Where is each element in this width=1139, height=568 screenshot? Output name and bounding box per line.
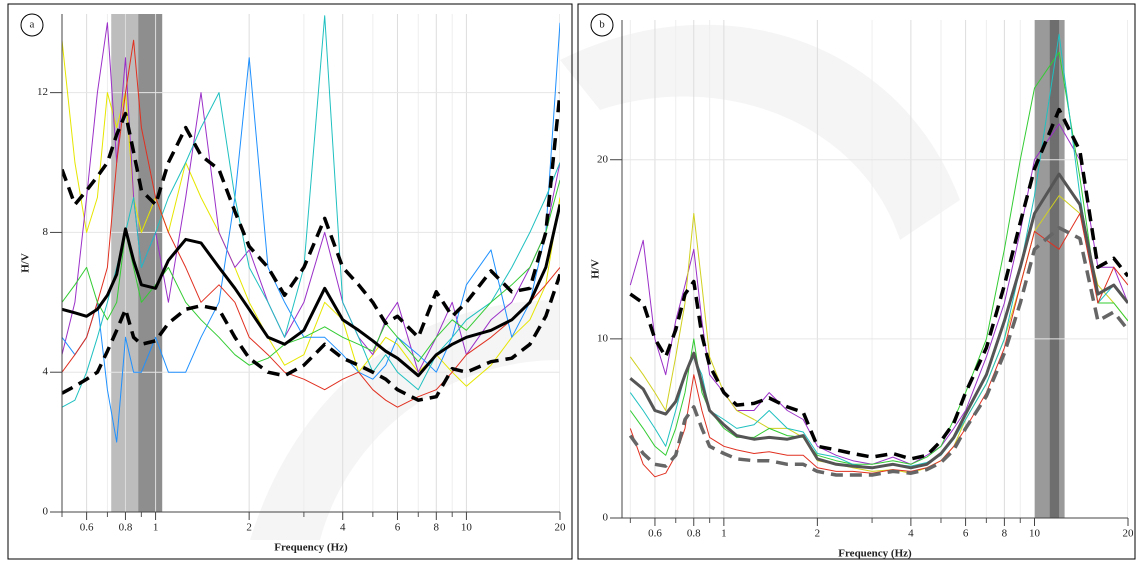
x-tick-label: 4 bbox=[908, 528, 914, 540]
x-axis-label: Frequency (Hz) bbox=[274, 542, 348, 554]
x-tick-label: 0.6 bbox=[648, 528, 662, 540]
x-tick-label: 4 bbox=[340, 522, 346, 534]
x-tick-label: 0.8 bbox=[119, 522, 133, 534]
panel-label-circle bbox=[590, 13, 614, 37]
panel-label: a bbox=[30, 19, 35, 31]
hv-curve bbox=[62, 273, 560, 402]
x-tick-label: 20 bbox=[555, 522, 567, 534]
watermark bbox=[250, 300, 560, 540]
hv-curve bbox=[629, 213, 1128, 478]
y-tick-label: 20 bbox=[597, 153, 609, 165]
panel-label: b bbox=[599, 19, 605, 31]
x-tick-label: 8 bbox=[1002, 528, 1008, 540]
hv-curve bbox=[62, 39, 560, 408]
band-dark bbox=[138, 14, 163, 512]
band bbox=[1034, 20, 1065, 518]
x-tick-label: 8 bbox=[434, 522, 440, 534]
y-tick-label: 10 bbox=[597, 332, 609, 344]
panel-label-circle bbox=[20, 13, 44, 37]
y-tick-label: 4 bbox=[43, 366, 49, 378]
x-tick-label: 20 bbox=[1123, 528, 1135, 540]
band-dark bbox=[1049, 20, 1060, 518]
hv-curve bbox=[629, 107, 1128, 461]
x-tick-label: 1 bbox=[721, 528, 727, 540]
x-tick-label: 10 bbox=[1029, 528, 1041, 540]
plot-area bbox=[622, 20, 1128, 518]
x-tick-label: 10 bbox=[461, 522, 473, 534]
y-tick-label: 0 bbox=[603, 512, 609, 524]
y-tick-label: 0 bbox=[43, 506, 49, 518]
hv-curve bbox=[629, 172, 1128, 470]
x-tick-label: 1 bbox=[153, 522, 159, 534]
x-tick-label: 0.8 bbox=[687, 528, 701, 540]
y-axis-label: H/V bbox=[590, 259, 602, 279]
hv-curve bbox=[62, 92, 560, 340]
hv-curve bbox=[62, 179, 560, 366]
x-tick-label: 2 bbox=[246, 522, 252, 534]
x-axis-label: Frequency (Hz) bbox=[838, 548, 912, 560]
y-axis-label: H/V bbox=[20, 253, 32, 273]
panel-frame bbox=[577, 3, 1136, 560]
y-tick-label: 12 bbox=[37, 86, 48, 98]
plot-area bbox=[62, 14, 560, 512]
x-tick-label: 6 bbox=[395, 522, 401, 534]
x-tick-label: 2 bbox=[815, 528, 821, 540]
y-tick-label: 8 bbox=[43, 226, 49, 238]
panel-frame bbox=[7, 3, 573, 560]
x-tick-label: 0.6 bbox=[80, 522, 94, 534]
hv-curve bbox=[62, 204, 560, 378]
x-tick-label: 6 bbox=[963, 528, 969, 540]
watermark bbox=[560, 24, 960, 240]
